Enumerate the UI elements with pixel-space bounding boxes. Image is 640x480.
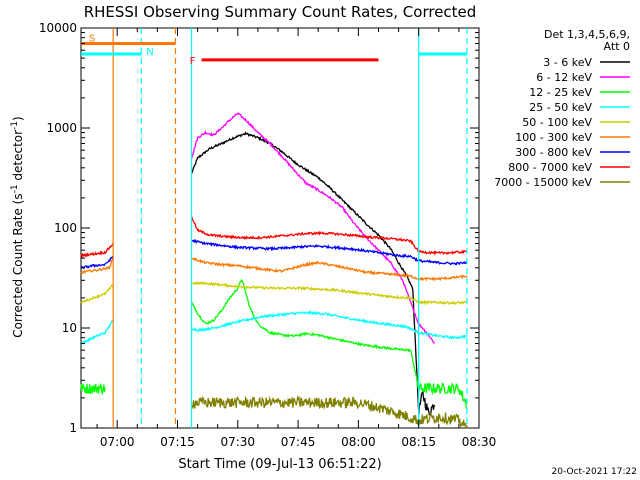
y-tick-label-4: 10000 [39, 21, 77, 35]
series-1 [190, 111, 436, 344]
series-2 [80, 278, 468, 410]
x-tick-label-4: 08:00 [341, 435, 376, 449]
footer-date: 20-Oct-2021 17:22 [552, 467, 637, 477]
n-label: N [146, 47, 153, 58]
series-line-6-1 [191, 238, 468, 266]
y-axis-label: Corrected Count Rate (s-1 detector-1) [10, 116, 25, 337]
x-tick-label-6: 08:30 [462, 435, 497, 449]
legend-label-5: 100 - 300 keV [515, 131, 592, 144]
series-8 [191, 395, 468, 429]
legend-label-3: 25 - 50 keV [529, 101, 592, 114]
x-axis: 07:00 07:15 07:30 07:45 08:00 08:15 08:30 [96, 28, 497, 449]
y-tick-label-1: 10 [62, 321, 77, 335]
legend-label-6: 300 - 800 keV [515, 146, 592, 159]
x-tick-label-3: 07:45 [281, 435, 316, 449]
x-tick-label-1: 07:15 [160, 435, 195, 449]
f-label: F [190, 56, 196, 67]
y-tick-label-2: 100 [54, 221, 77, 235]
series-line-7-0 [80, 242, 114, 259]
series-line-7-1 [190, 215, 467, 257]
series-line-2-1 [191, 278, 468, 410]
series-line-2-0 [80, 382, 106, 396]
x-axis-label: Start Time (09-Jul-13 06:51:22) [178, 457, 381, 472]
s-label: S [89, 33, 95, 44]
plot-area: S N F [80, 27, 480, 429]
series-4 [80, 280, 467, 306]
series-line-4-1 [191, 280, 467, 306]
plot-frame [80, 27, 480, 429]
x-tick-label-5: 08:15 [401, 435, 436, 449]
series-line-5-1 [191, 256, 468, 282]
y-axis: 1 10 100 1000 10000 [39, 21, 479, 435]
legend-label-1: 6 - 12 keV [536, 71, 592, 84]
series-6 [80, 238, 468, 270]
series-5 [80, 256, 468, 282]
legend-label-2: 12 - 25 keV [529, 86, 592, 99]
series-line-3-1 [190, 310, 468, 340]
x-tick-label-2: 07:30 [220, 435, 255, 449]
legend-label-0: 3 - 6 keV [543, 56, 592, 69]
legend-header-0: Det 1,3,4,5,6,9, [544, 28, 630, 41]
series-line-6-0 [80, 255, 114, 270]
legend: Det 1,3,4,5,6,9,Att 0 3 - 6 keV 6 - 12 keV… [494, 28, 630, 189]
series-line-8-0 [191, 395, 468, 429]
series-7 [80, 215, 467, 259]
series-line-4-0 [80, 284, 114, 305]
series-line-3-0 [80, 319, 114, 345]
legend-label-4: 50 - 100 keV [522, 116, 592, 129]
legend-label-8: 7000 - 15000 keV [494, 176, 592, 189]
series-line-5-0 [80, 257, 114, 275]
x-tick-label-0: 07:00 [100, 435, 135, 449]
y-tick-label-3: 1000 [46, 121, 77, 135]
y-tick-label-0: 1 [69, 421, 77, 435]
legend-header-1: Att 0 [604, 40, 630, 53]
legend-label-7: 800 - 7000 keV [508, 161, 592, 174]
chart-title: RHESSI Observing Summary Count Rates, Co… [84, 3, 477, 21]
series-line-1-0 [190, 111, 436, 344]
series-3 [80, 310, 468, 345]
